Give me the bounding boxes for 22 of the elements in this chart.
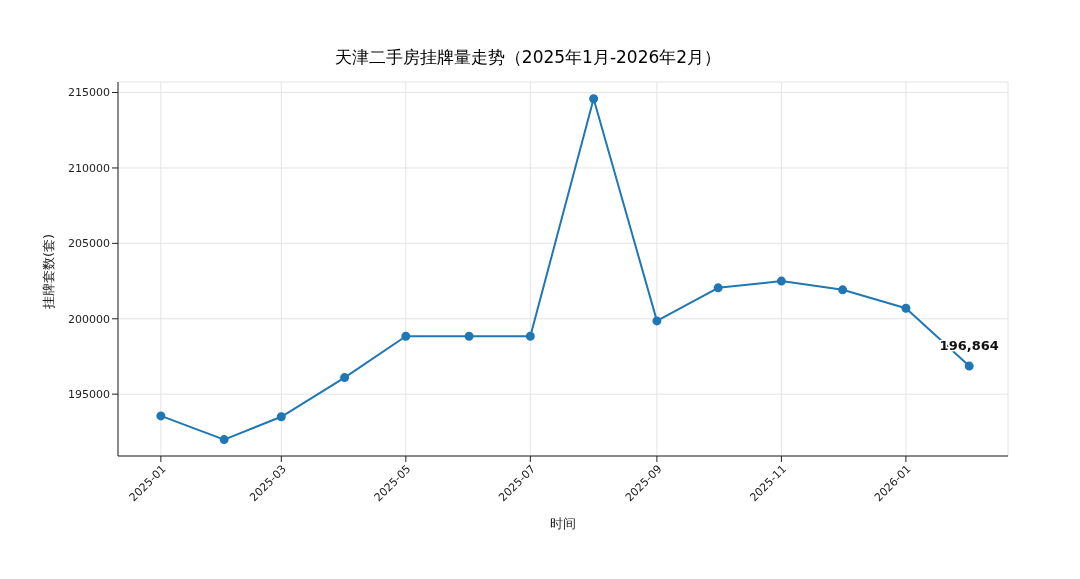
point xyxy=(901,303,911,313)
point xyxy=(713,283,723,293)
y-tick-label: 205000 xyxy=(68,237,110,251)
point xyxy=(464,331,474,341)
point xyxy=(340,373,350,383)
point xyxy=(838,285,848,295)
point xyxy=(776,276,786,286)
y-tick-label: 215000 xyxy=(68,86,110,100)
point xyxy=(219,435,229,445)
point xyxy=(589,94,599,104)
y-tick-label: 210000 xyxy=(68,161,110,175)
point xyxy=(401,331,411,341)
point xyxy=(276,412,286,422)
point xyxy=(525,331,535,341)
y-axis-title: 挂牌套数(套) xyxy=(40,233,56,309)
y-tick-label: 195000 xyxy=(68,388,110,402)
y-tick-label: 200000 xyxy=(68,312,110,326)
point xyxy=(156,411,166,421)
chart-title: 天津二手房挂牌量走势（2025年1月-2026年2月） xyxy=(333,46,723,69)
point xyxy=(652,316,662,326)
point xyxy=(964,361,974,371)
x-axis-title: 时间 xyxy=(550,516,576,531)
